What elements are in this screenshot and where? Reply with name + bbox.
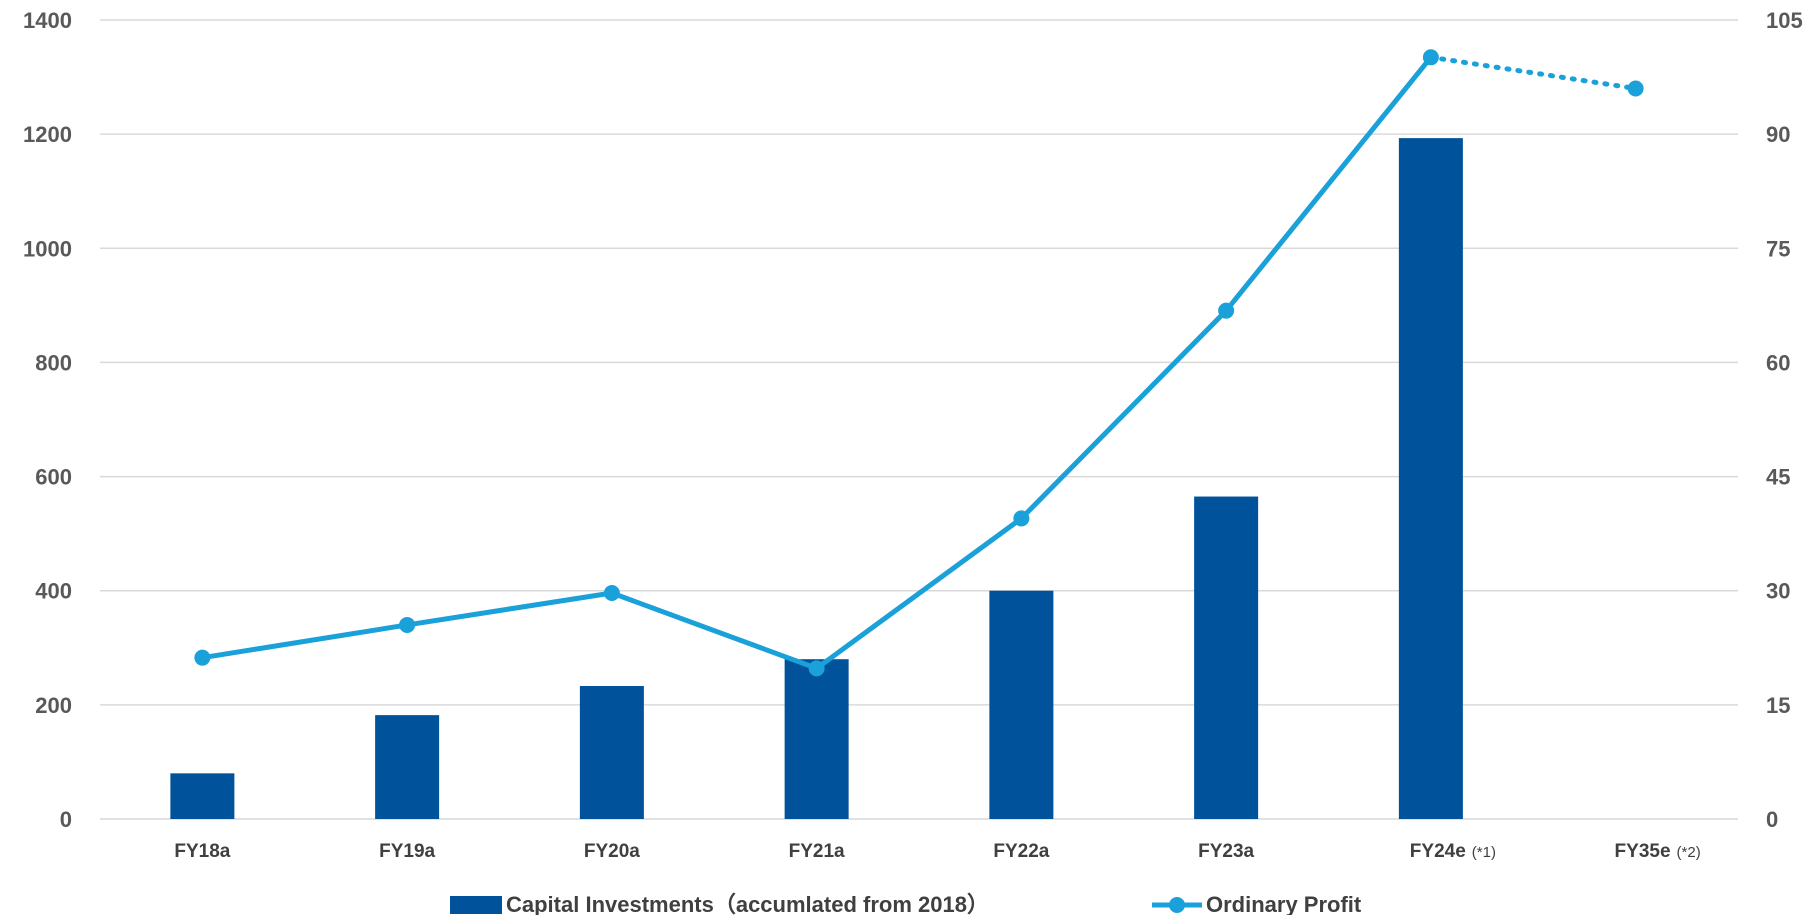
- x-tick-label: FY20a: [584, 841, 640, 862]
- legend-line-marker: [1169, 897, 1185, 913]
- left-tick-label: 1400: [23, 8, 72, 33]
- line-point: [808, 660, 825, 677]
- bar: [784, 659, 849, 819]
- line-segment: [609, 590, 820, 671]
- left-tick-label: 800: [35, 350, 72, 375]
- left-tick-label: 200: [35, 693, 72, 718]
- line-segment: [1018, 308, 1229, 521]
- x-tick-label: FY35e (*2): [1615, 841, 1701, 862]
- right-tick-label: 45: [1766, 465, 1790, 490]
- line-point: [194, 649, 211, 666]
- gridlines: [100, 19, 1738, 820]
- right-tick-label: 60: [1766, 350, 1790, 375]
- left-tick-label: 1200: [23, 122, 72, 147]
- left-axis-ticks: 0 200 400 600 800 1000 1200 1400: [23, 8, 72, 832]
- left-tick-label: 400: [35, 579, 72, 604]
- line-point: [1218, 302, 1235, 319]
- right-tick-label: 30: [1766, 579, 1790, 604]
- legend: Capital Investments（accumlated from 2018…: [450, 892, 1362, 915]
- right-tick-label: 0: [1766, 807, 1778, 832]
- bar: [1398, 138, 1463, 819]
- line-point: [399, 616, 416, 633]
- bar: [170, 773, 235, 819]
- left-tick-label: 0: [60, 807, 72, 832]
- left-tick-label: 1000: [23, 236, 72, 261]
- x-tick-label: FY19a: [379, 841, 435, 862]
- x-tick-label: FY24e (*1): [1410, 841, 1496, 862]
- left-tick-label: 600: [35, 465, 72, 490]
- x-tick-label: FY18a: [174, 841, 230, 862]
- x-tick-label: FY22a: [993, 841, 1049, 862]
- line-segment: [404, 590, 615, 628]
- line-segment: [814, 515, 1024, 671]
- line-point: [1013, 510, 1030, 527]
- legend-bar-swatch: [450, 896, 502, 914]
- line-segment: [199, 622, 410, 661]
- line-segment: [1223, 54, 1434, 314]
- legend-line-label: Ordinary Profit: [1206, 892, 1362, 915]
- bar: [989, 590, 1054, 819]
- line-point: [1422, 49, 1439, 66]
- right-tick-label: 90: [1766, 122, 1790, 147]
- bar: [1194, 496, 1259, 819]
- bar-series: [170, 138, 1463, 819]
- bar: [579, 686, 644, 819]
- legend-bar-label: Capital Investments（accumlated from 2018…: [506, 892, 989, 915]
- right-tick-label: 105: [1766, 8, 1803, 33]
- x-axis-ticks: FY18a FY19a FY20a FY21a FY22a FY23a FY24e (*1) F…: [174, 841, 1700, 862]
- right-tick-label: 15: [1766, 693, 1790, 718]
- x-tick-label: FY21a: [789, 841, 845, 862]
- right-axis-ticks: 0 15 30 45 60 75 90 105: [1766, 8, 1803, 832]
- line-point: [1627, 80, 1644, 97]
- line-series: [194, 49, 1644, 677]
- right-tick-label: 75: [1766, 236, 1790, 261]
- line-point: [603, 584, 620, 601]
- bar: [375, 715, 440, 819]
- line-segment: [1428, 54, 1639, 91]
- x-tick-label: FY23a: [1198, 841, 1254, 862]
